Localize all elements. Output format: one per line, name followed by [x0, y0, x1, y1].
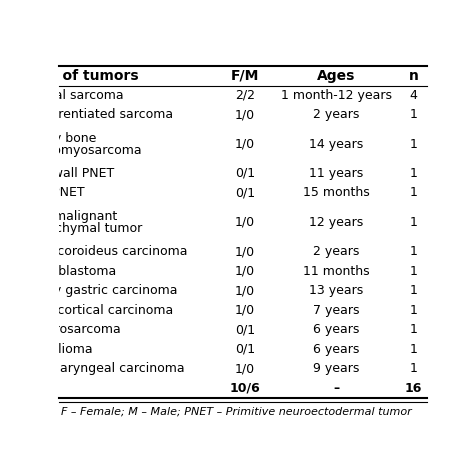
Text: 1/0: 1/0: [235, 109, 255, 121]
Text: Adrenocortical carcinoma: Adrenocortical carcinoma: [13, 304, 173, 317]
Text: 1/0: 1/0: [235, 216, 255, 229]
Text: 1: 1: [410, 264, 418, 278]
Text: Undifferentiated sarcoma: Undifferentiated sarcoma: [13, 109, 173, 121]
Text: 0/1: 0/1: [235, 323, 255, 336]
Text: 9 years: 9 years: [313, 362, 360, 375]
Text: Primary gastric carcinoma: Primary gastric carcinoma: [13, 284, 178, 297]
Text: Ages: Ages: [318, 69, 356, 83]
Text: 1/0: 1/0: [235, 137, 255, 151]
Text: F/M: F/M: [230, 69, 259, 83]
Text: 1: 1: [410, 284, 418, 297]
Text: 4: 4: [410, 89, 418, 102]
Text: mesenchymal tumor: mesenchymal tumor: [13, 222, 143, 235]
Text: Mixed malignant: Mixed malignant: [13, 210, 118, 223]
Text: 2/2: 2/2: [235, 89, 255, 102]
Text: 1/0: 1/0: [235, 264, 255, 278]
Text: 1/0: 1/0: [235, 284, 255, 297]
Text: 1: 1: [410, 304, 418, 317]
Text: 1: 1: [410, 186, 418, 200]
Text: 6 years: 6 years: [313, 343, 360, 356]
Text: 15 months: 15 months: [303, 186, 370, 200]
Text: 1: 1: [410, 109, 418, 121]
Text: 13 years: 13 years: [310, 284, 364, 297]
Text: 1: 1: [410, 137, 418, 151]
Text: 14 years: 14 years: [310, 137, 364, 151]
Text: Primary bone: Primary bone: [13, 132, 97, 145]
Text: Myofibrosarcoma: Myofibrosarcoma: [13, 323, 121, 336]
Text: 11 years: 11 years: [310, 167, 364, 180]
Text: Plexus coroideus carcinoma: Plexus coroideus carcinoma: [13, 245, 188, 258]
Text: F – Female; M – Male; PNET – Primitive neuroectodermal tumor: F – Female; M – Male; PNET – Primitive n…: [61, 407, 412, 417]
Text: 7 years: 7 years: [313, 304, 360, 317]
Text: Nasopharyngeal carcinoma: Nasopharyngeal carcinoma: [13, 362, 185, 375]
Text: 12 years: 12 years: [310, 216, 364, 229]
Text: 0/1: 0/1: [235, 167, 255, 180]
Text: 2 years: 2 years: [313, 109, 360, 121]
Text: Rhabdomyosarcoma: Rhabdomyosarcoma: [13, 144, 142, 156]
Text: 1: 1: [410, 245, 418, 258]
Text: 1/0: 1/0: [235, 304, 255, 317]
Text: 10/6: 10/6: [229, 382, 260, 395]
Text: Synovial sarcoma: Synovial sarcoma: [13, 89, 124, 102]
Text: 1: 1: [410, 343, 418, 356]
Text: Chest wall PNET: Chest wall PNET: [13, 167, 115, 180]
Text: 1: 1: [410, 167, 418, 180]
Text: 0/1: 0/1: [235, 186, 255, 200]
Text: Hepatoblastoma: Hepatoblastoma: [13, 264, 117, 278]
Text: 0/1: 0/1: [235, 343, 255, 356]
Text: 1: 1: [410, 362, 418, 375]
Text: 1: 1: [410, 323, 418, 336]
Text: 1/0: 1/0: [235, 362, 255, 375]
Text: Renal PNET: Renal PNET: [13, 186, 85, 200]
Text: 1 month-12 years: 1 month-12 years: [281, 89, 392, 102]
Text: 1: 1: [410, 216, 418, 229]
Text: 11 months: 11 months: [303, 264, 370, 278]
Text: –: –: [334, 382, 340, 395]
Text: Optic glioma: Optic glioma: [13, 343, 93, 356]
Text: Types of tumors: Types of tumors: [13, 69, 139, 83]
Text: Total: Total: [13, 382, 47, 395]
Text: 6 years: 6 years: [313, 323, 360, 336]
Text: 2 years: 2 years: [313, 245, 360, 258]
Text: 1/0: 1/0: [235, 245, 255, 258]
Text: n: n: [409, 69, 419, 83]
Text: 16: 16: [405, 382, 422, 395]
